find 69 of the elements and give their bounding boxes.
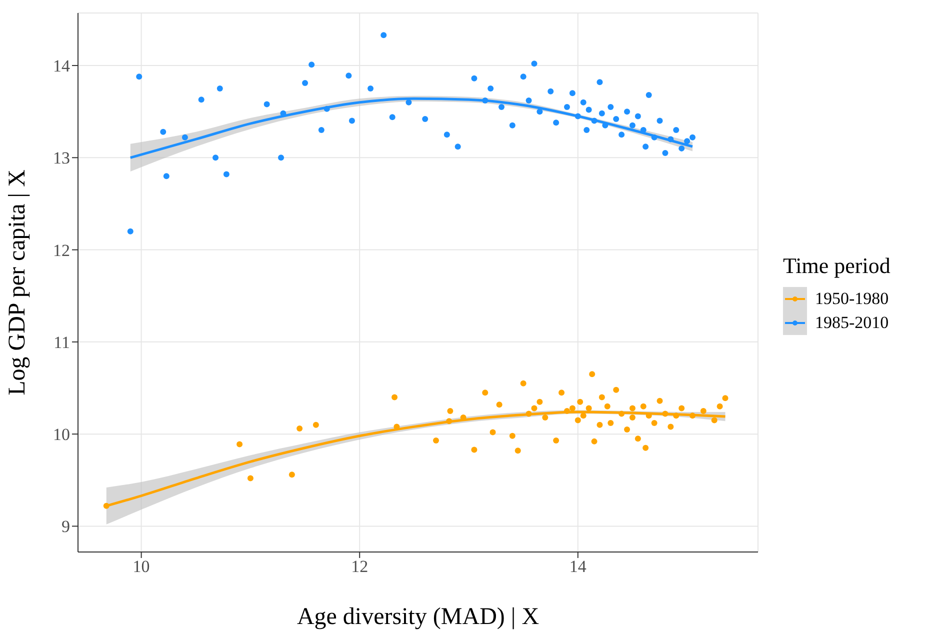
legend-label: 1985-2010 (815, 313, 889, 333)
y-tick-label: 12 (53, 240, 70, 260)
point (629, 414, 636, 420)
point (613, 386, 620, 393)
point (629, 405, 636, 412)
point (624, 426, 630, 432)
point (598, 394, 605, 400)
point (236, 441, 243, 448)
point (514, 448, 521, 454)
point (520, 380, 526, 386)
point (471, 446, 478, 453)
point (586, 405, 592, 412)
point (542, 414, 548, 420)
point (536, 398, 543, 405)
point (574, 417, 581, 424)
point (656, 398, 663, 404)
point (618, 410, 625, 417)
point (496, 402, 502, 408)
point (678, 405, 685, 412)
point (288, 472, 295, 478)
point (634, 436, 641, 442)
point (447, 408, 454, 414)
point (700, 408, 706, 414)
x-tick-label: 12 (351, 557, 368, 576)
point (642, 444, 649, 451)
point (553, 438, 560, 444)
point (668, 424, 674, 430)
point (596, 422, 603, 428)
point (640, 403, 646, 410)
point (526, 410, 532, 417)
point (711, 417, 718, 424)
point (247, 475, 254, 482)
y-tick-label: 9 (62, 517, 70, 536)
point (103, 502, 110, 509)
point (558, 390, 565, 396)
point (564, 408, 570, 414)
point (662, 410, 668, 417)
x-tick-label: 14 (569, 557, 587, 576)
point (296, 426, 303, 432)
legend-label: 1950-1980 (815, 289, 889, 309)
x-tick-label: 10 (132, 557, 150, 576)
point (392, 394, 398, 400)
point (446, 418, 452, 424)
point (482, 390, 488, 396)
point (591, 438, 598, 444)
point (604, 403, 610, 410)
point (690, 412, 696, 419)
y-tick-label: 13 (53, 148, 70, 168)
point (433, 438, 440, 444)
point (531, 405, 538, 412)
point (673, 412, 680, 419)
point (490, 429, 496, 436)
line-series (129, 97, 694, 159)
point (312, 422, 319, 428)
point (722, 395, 728, 402)
point (577, 398, 584, 405)
y-tick-label: 10 (53, 425, 70, 444)
y-tick-label: 14 (53, 56, 70, 76)
point (509, 432, 516, 439)
point (580, 412, 586, 419)
y-tick-label: 11 (54, 332, 70, 352)
point (589, 371, 596, 378)
point (716, 403, 723, 410)
point (651, 420, 658, 426)
y-axis-title: Log GDP per capita | X (4, 170, 31, 396)
legend-title: Time period (783, 253, 890, 279)
point (608, 420, 614, 426)
point (569, 405, 576, 412)
x-axis-title: Age diversity (MAD) | X (296, 604, 540, 630)
